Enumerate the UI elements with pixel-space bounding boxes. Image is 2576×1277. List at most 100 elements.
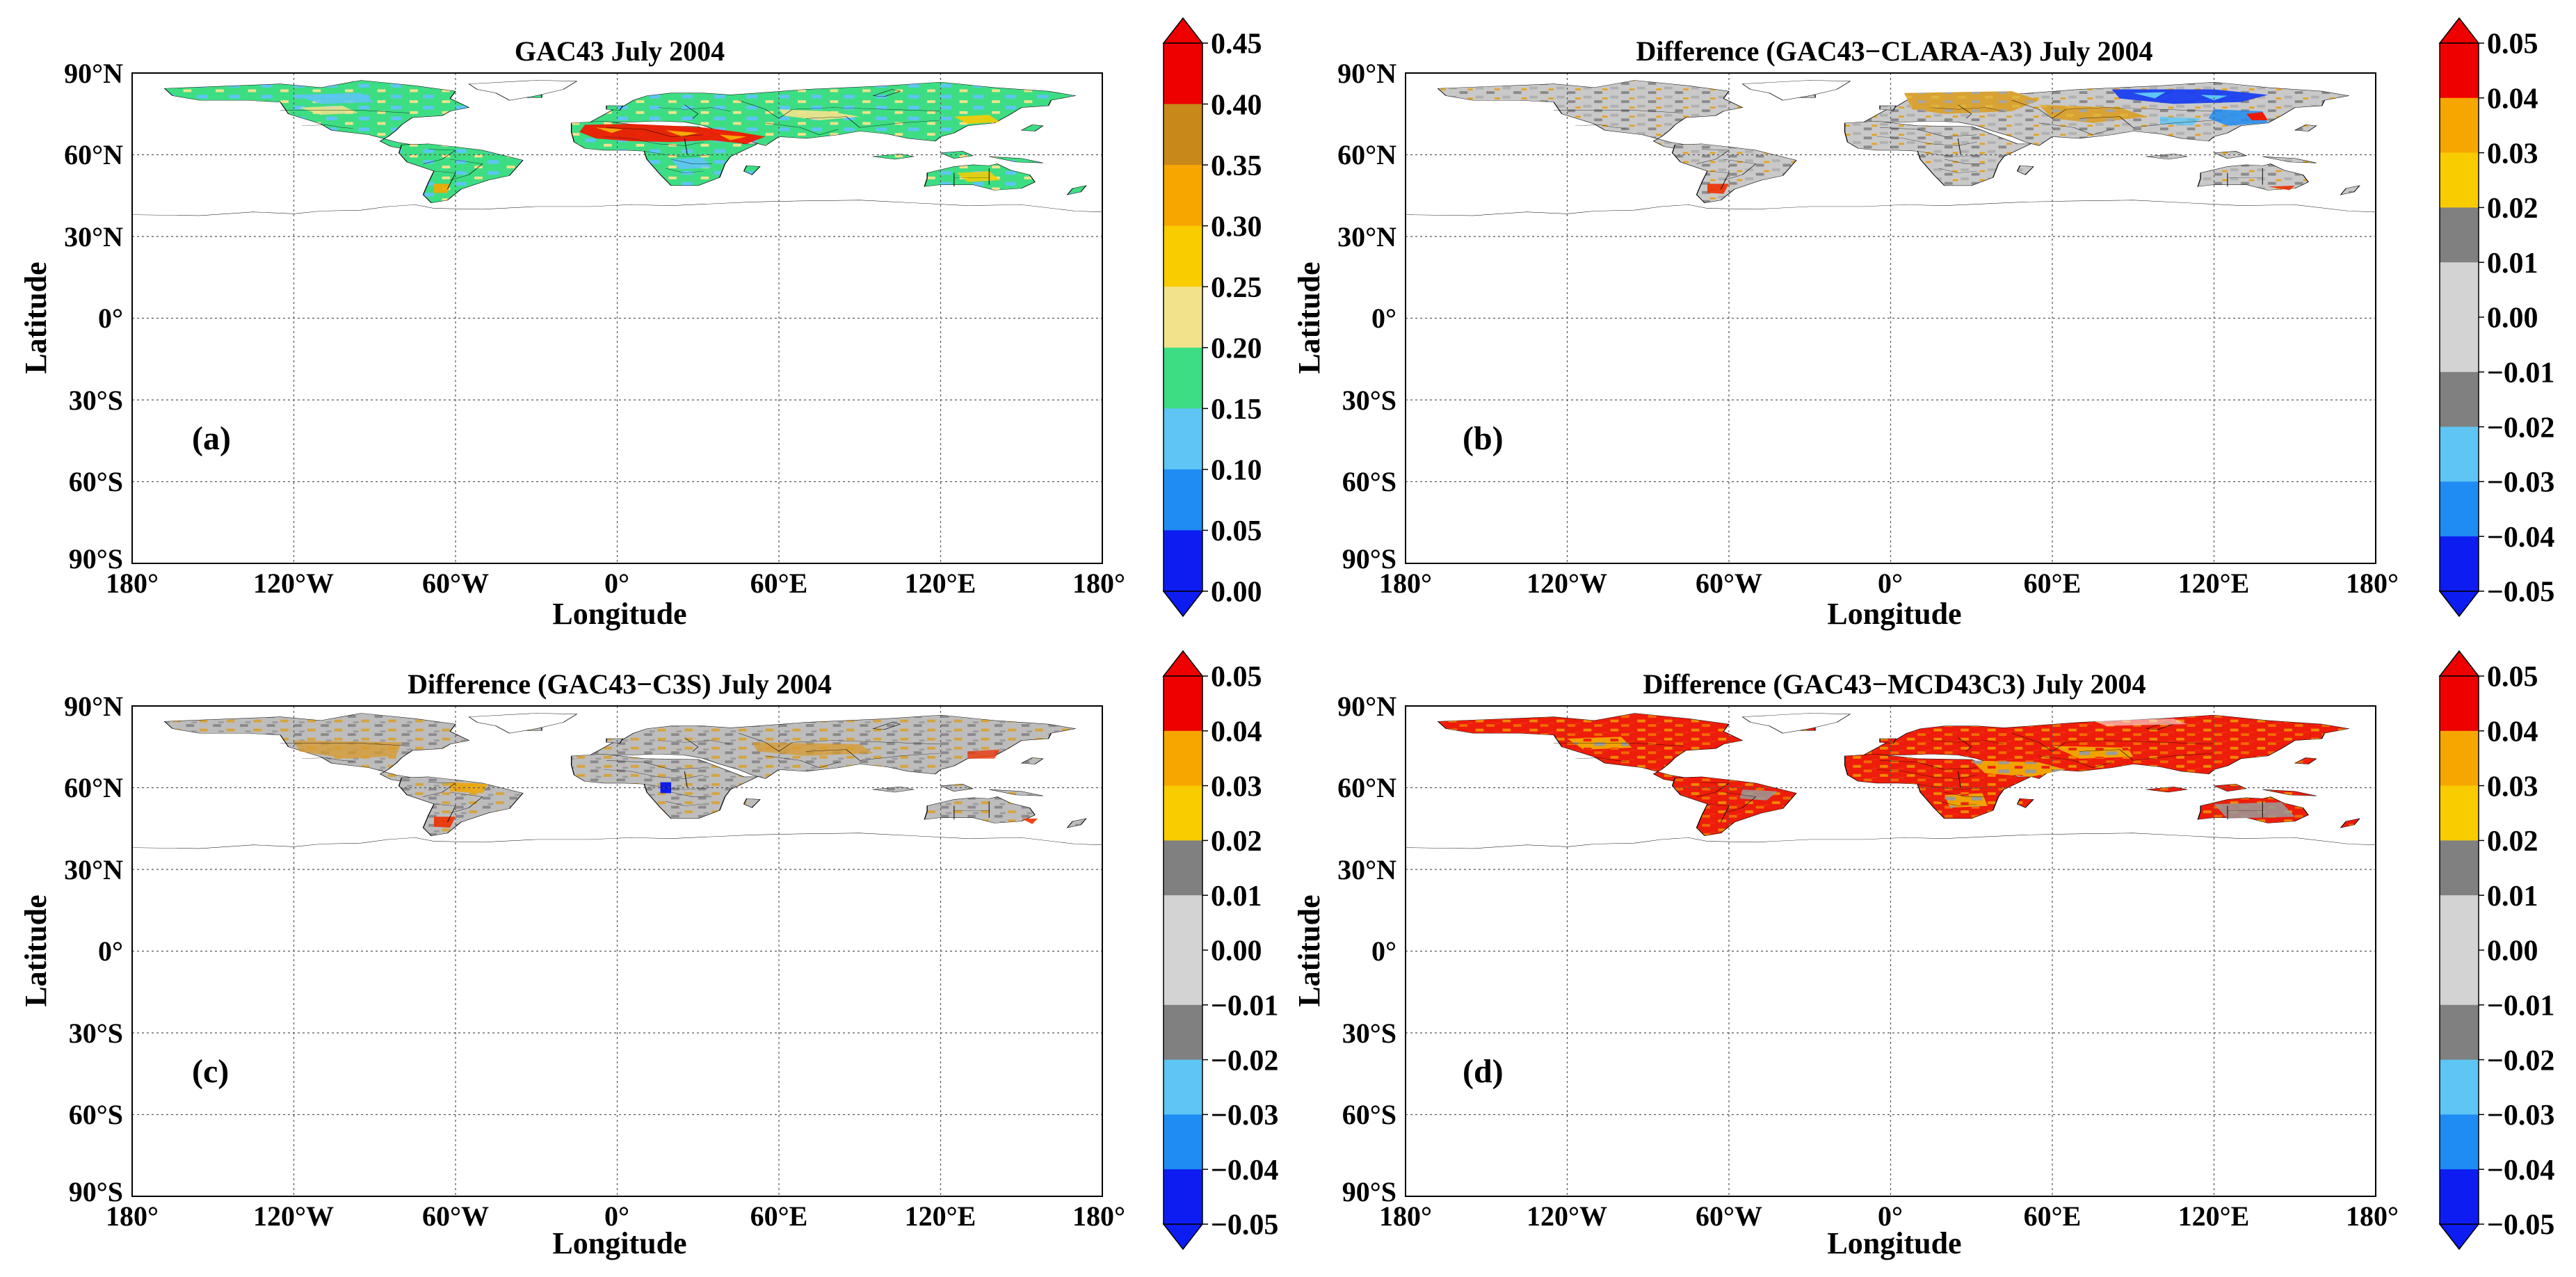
- svg-text:0°: 0°: [1371, 303, 1396, 334]
- colorbar-extend-top: [1162, 650, 1204, 677]
- svg-text:60°N: 60°N: [64, 772, 123, 803]
- colorbar-tick-label: 0.10: [1211, 455, 1262, 487]
- colorbar-segment: [1164, 840, 1202, 896]
- colorbar-segment: [2440, 840, 2479, 896]
- panel-a-grid: [132, 73, 1102, 563]
- colorbar-b: 0.05 0.04 0.03 0.02 0.01 0.00 −0.01 −0.02 −0.03 −…: [2438, 17, 2554, 618]
- colorbar-segment: [2440, 317, 2479, 373]
- colorbar-extend-top: [2438, 650, 2480, 677]
- colorbar-extend-bottom: [1162, 1223, 1204, 1251]
- colorbar-tick-label: −0.01: [2487, 358, 2554, 389]
- panel-d-title: Difference (GAC43−MCD43C3) July 2004: [1643, 668, 2146, 700]
- svg-text:30°S: 30°S: [69, 385, 123, 416]
- colorbar-segment: [2440, 1059, 2479, 1115]
- colorbar-tick-label: 0.04: [1211, 716, 1262, 748]
- svg-text:30°S: 30°S: [1342, 1018, 1396, 1049]
- colorbar-tick-label: −0.01: [2487, 990, 2554, 1022]
- colorbar-tick-label: −0.05: [1211, 1210, 1278, 1242]
- colorbar-segment: [1164, 347, 1202, 409]
- sahara-high-albedo: [579, 124, 766, 144]
- svg-text:60°W: 60°W: [1696, 568, 1762, 599]
- colorbar-segment: [2440, 207, 2479, 263]
- svg-text:120°W: 120°W: [253, 1200, 334, 1232]
- colorbar-tick-label: 0.03: [1211, 771, 1262, 803]
- colorbar-segment: [2440, 785, 2479, 841]
- colorbar-tick-label: 0.20: [1211, 332, 1262, 364]
- svg-text:30°S: 30°S: [1342, 385, 1396, 416]
- colorbar-tick-label: 0.00: [1211, 577, 1262, 609]
- colorbar-segment: [2440, 676, 2479, 732]
- panel-b-map: [1404, 79, 2377, 217]
- colorbar-tick-label: 0.05: [2487, 661, 2538, 693]
- colorbar-segment: [2440, 97, 2479, 154]
- panel-d-label: (d): [1463, 1053, 1504, 1090]
- svg-text:0°: 0°: [604, 568, 629, 599]
- colorbar-tick-label: 0.01: [2487, 881, 2538, 913]
- colorbar-segment: [2440, 43, 2479, 99]
- colorbar-tick-label: 0.01: [2487, 248, 2538, 280]
- colorbar-tick-label: −0.02: [1211, 1045, 1278, 1077]
- colorbar-segment: [1164, 1114, 1202, 1170]
- panel-a-label: (a): [192, 420, 231, 457]
- colorbar-tick-label: 0.02: [2487, 193, 2538, 225]
- colorbar-segment: [2440, 1004, 2479, 1061]
- colorbar-tick-label: −0.04: [1211, 1155, 1278, 1187]
- colorbar-tick-label: 0.03: [2487, 771, 2538, 803]
- svg-text:180°: 180°: [106, 568, 159, 599]
- svg-text:60°W: 60°W: [1696, 1200, 1762, 1232]
- panel-b-grid: [1406, 73, 2376, 563]
- colorbar-tick-label: 0.15: [1211, 394, 1262, 426]
- svg-text:30°N: 30°N: [1337, 221, 1396, 252]
- panel-d-map: [1404, 712, 2377, 850]
- colorbar-tick-label: 0.04: [2487, 716, 2538, 748]
- svg-text:90°N: 90°N: [1337, 58, 1396, 89]
- colorbar-segment: [1164, 287, 1202, 348]
- colorbar-tick-label: 0.05: [1211, 661, 1262, 693]
- panel-a-map: [131, 79, 1104, 217]
- svg-text:30°N: 30°N: [1337, 854, 1396, 885]
- colorbar-a: 0.45 0.40 0.35 0.30 0.25 0.20 0.15 0.10 0.05 0.00: [1162, 17, 1262, 618]
- svg-text:120°E: 120°E: [2178, 568, 2250, 599]
- svg-text:180°: 180°: [106, 1200, 159, 1232]
- svg-text:0°: 0°: [98, 935, 123, 967]
- svg-text:180°: 180°: [1072, 1200, 1125, 1232]
- panel-b-label: (b): [1463, 420, 1504, 457]
- svg-text:60°E: 60°E: [750, 1200, 808, 1232]
- colorbar-tick-label: 0.05: [2487, 29, 2538, 61]
- colorbar-tick-label: 0.05: [1211, 515, 1262, 547]
- colorbar-segment: [2440, 1114, 2479, 1170]
- panel-d-ylabel: Latitude: [1292, 894, 1326, 1006]
- colorbar-segment: [1164, 1004, 1202, 1061]
- panel-d-frame: [1405, 705, 2376, 1197]
- svg-text:60°S: 60°S: [69, 466, 123, 497]
- colorbar-segment: [2440, 536, 2479, 592]
- svg-text:60°N: 60°N: [64, 139, 123, 170]
- colorbar-tick-label: −0.01: [1211, 990, 1278, 1022]
- colorbar-tick-label: 0.00: [2487, 303, 2538, 335]
- panel-a-title: GAC43 July 2004: [515, 35, 725, 67]
- colorbar-tick-label: 0.01: [1211, 881, 1262, 913]
- colorbar-segment: [2440, 730, 2479, 787]
- svg-text:0°: 0°: [604, 1200, 629, 1232]
- panel-c-frame: [131, 705, 1103, 1197]
- panel-c-lat-ticks: 90°N 60°N 30°N 0° 30°S 60°S 90°S: [64, 691, 123, 1207]
- colorbar-tick-label: −0.03: [1211, 1100, 1278, 1132]
- panel-d: Difference (GAC43−MCD43C3) July 2004: [1292, 668, 2399, 1260]
- land-fill: [163, 79, 1088, 204]
- colorbar-tick-label: −0.02: [2487, 412, 2554, 444]
- svg-text:180°: 180°: [2346, 568, 2399, 599]
- svg-text:60°N: 60°N: [1337, 772, 1396, 803]
- colorbar-extend-bottom: [1162, 591, 1204, 618]
- colorbar-tick-label: 0.25: [1211, 272, 1262, 304]
- colorbar-d: 0.05 0.04 0.03 0.02 0.01 0.00 −0.01 −0.02 −0.03 −…: [2438, 650, 2554, 1251]
- colorbar-c: 0.05 0.04 0.03 0.02 0.01 0.00 −0.01 −0.02 −0.03 −…: [1162, 650, 1278, 1251]
- colorbar-tick-label: −0.02: [2487, 1045, 2554, 1077]
- panel-b-lat-ticks: 90°N 60°N 30°N 0° 30°S 60°S 90°S: [1337, 58, 1396, 575]
- svg-text:120°E: 120°E: [905, 568, 976, 599]
- colorbar-segment: [1164, 1059, 1202, 1115]
- panel-d-xlabel: Longitude: [1827, 1226, 1961, 1260]
- svg-text:180°: 180°: [1072, 568, 1125, 599]
- colorbar-tick-label: 0.02: [2487, 826, 2538, 858]
- panel-c-ylabel: Latitude: [19, 894, 53, 1006]
